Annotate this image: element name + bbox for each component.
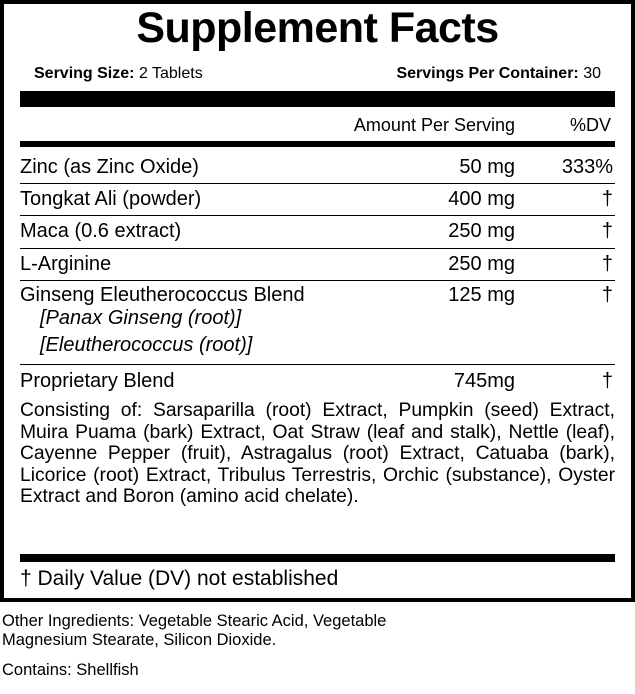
- serving-size-value: 2 Tablets: [138, 65, 203, 82]
- serving-size: Serving Size: 2 Tablets: [34, 65, 203, 83]
- blend-component: [Eleutherococcus (root)]: [40, 334, 253, 356]
- other-ingredients: Other Ingredients: Vegetable Stearic Aci…: [2, 612, 386, 650]
- thick-divider: [20, 554, 615, 562]
- nutrient-name: Maca (0.6 extract): [20, 220, 182, 242]
- allergen-statement: Contains: Shellfish: [2, 661, 139, 679]
- nutrient-name: L-Arginine: [20, 253, 112, 275]
- row-divider: [20, 183, 615, 184]
- row-divider: [20, 248, 615, 249]
- nutrient-amount: 745mg: [453, 370, 515, 392]
- row-divider: [20, 215, 615, 216]
- other-ingredients-line: Magnesium Stearate, Silicon Dioxide.: [2, 631, 277, 649]
- nutrient-row: Proprietary Blend 745mg †: [20, 368, 615, 394]
- nutrient-row: Tongkat Ali (powder) 400 mg †: [20, 186, 615, 212]
- blend-component: [Panax Ginseng (root)]: [40, 307, 242, 329]
- nutrient-dv: 333%: [561, 156, 613, 178]
- nutrient-name: Tongkat Ali (powder): [20, 188, 202, 210]
- panel-title: Supplement Facts: [136, 4, 499, 52]
- nutrient-dv: †: [601, 253, 613, 275]
- amount-header: Amount Per Serving: [353, 115, 515, 135]
- servings-per-container-label: Servings Per Container:: [396, 65, 579, 82]
- nutrient-amount: 250 mg: [448, 253, 515, 275]
- dv-header: %DV: [569, 115, 611, 135]
- nutrient-dv: †: [601, 220, 613, 242]
- servings-per-container-value: 30: [583, 65, 601, 82]
- nutrient-row: Ginseng Eleutherococcus Blend 125 mg †: [20, 282, 615, 308]
- nutrient-dv: †: [601, 188, 613, 210]
- column-header: Amount Per Serving %DV: [20, 112, 615, 138]
- nutrient-amount: 250 mg: [448, 220, 515, 242]
- nutrient-amount: 125 mg: [448, 284, 515, 306]
- nutrient-amount: 50 mg: [459, 156, 515, 178]
- nutrient-row: Maca (0.6 extract) 250 mg †: [20, 218, 615, 244]
- thick-divider: [20, 91, 615, 107]
- nutrient-name: Ginseng Eleutherococcus Blend: [20, 284, 305, 306]
- proprietary-blend-ingredients: Consisting of: Sarsaparilla (root) Extra…: [20, 400, 615, 508]
- nutrient-dv: †: [601, 284, 613, 306]
- nutrient-amount: 400 mg: [448, 188, 515, 210]
- nutrient-row: Zinc (as Zinc Oxide) 50 mg 333%: [20, 154, 615, 180]
- nutrient-row: L-Arginine 250 mg †: [20, 251, 615, 277]
- supplement-facts-panel: [0, 0, 635, 602]
- dv-note-text: † Daily Value (DV) not established: [20, 567, 339, 590]
- servings-per-container: Servings Per Container: 30: [396, 65, 601, 83]
- other-ingredients-line: Other Ingredients: Vegetable Stearic Aci…: [2, 612, 387, 630]
- medium-divider: [20, 141, 615, 147]
- serving-size-label: Serving Size:: [34, 65, 135, 82]
- dv-note: † Daily Value (DV) not established: [20, 566, 615, 592]
- row-divider: [20, 364, 615, 365]
- row-divider: [20, 280, 615, 281]
- nutrient-name: Proprietary Blend: [20, 370, 175, 392]
- nutrient-dv: †: [601, 370, 613, 392]
- nutrient-name: Zinc (as Zinc Oxide): [20, 156, 199, 178]
